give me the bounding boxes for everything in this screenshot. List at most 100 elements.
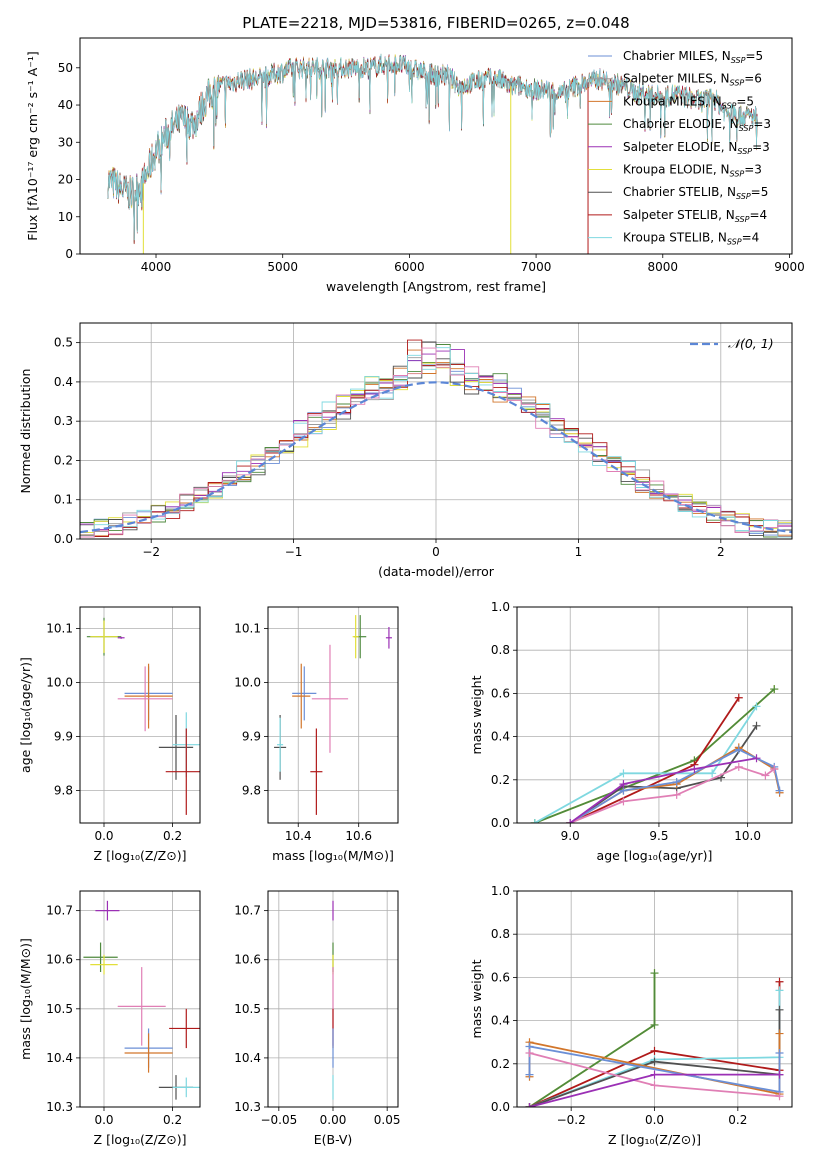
- y-tick-label: 0.4: [54, 375, 73, 389]
- y-tick-label: 0.0: [491, 1100, 510, 1114]
- mass-weight-marker: [619, 780, 628, 789]
- y-tick-label: 10.4: [46, 1051, 73, 1065]
- mass-weight-marker: [650, 1070, 659, 1079]
- axes-frame: [79, 322, 793, 540]
- errorbar-point: [172, 1077, 200, 1098]
- y-tick-label: 0.6: [491, 970, 510, 984]
- mass_vs_ebv-axes: −0.05 0.00 0.05 10.3 10.4 10.5 10.6 10.7 E(B-V): [234, 890, 401, 1147]
- x-tick-label: 0.05: [374, 1113, 401, 1127]
- x-tick-label: 0.0: [94, 829, 113, 843]
- y-tick-label: 9.8: [242, 784, 261, 798]
- axes-frame: [79, 37, 793, 255]
- y-tick-label: 10.5: [234, 1002, 261, 1016]
- mass-weight-marker: [761, 771, 770, 780]
- axes-frame: [79, 606, 201, 824]
- y-tick-label: 10.0: [46, 676, 73, 690]
- x-tick-label: 10.6: [345, 829, 372, 843]
- legend-label: Kroupa ELODIE, NSSP=3: [623, 163, 762, 179]
- mass-weight-marker: [619, 769, 628, 778]
- mass-weight-marker: [770, 685, 779, 694]
- x-tick-label: 0.00: [320, 1113, 347, 1127]
- x-tick-label: 0.2: [163, 829, 182, 843]
- mass-weight-marker: [734, 762, 743, 771]
- mass-weight-marker: [690, 765, 699, 773]
- y-tick-label: 1.0: [491, 884, 510, 898]
- x-tick-label: −1: [285, 545, 303, 559]
- legend-label: Chabrier MILES, NSSP=5: [623, 49, 763, 65]
- x-tick-label: −0.05: [260, 1113, 297, 1127]
- age_vs_mass-axes: 10.4 10.6 9.8 9.9 10.0 10.1 mass [log₁₀(M/M⊙)]: [234, 606, 399, 863]
- mass-weight-marker: [650, 1046, 659, 1055]
- mass-weight-marker: [775, 1049, 784, 1057]
- y-tick-label: 10.0: [234, 676, 261, 690]
- x-axis-label: Z [log₁₀(Z/Z⊙)]: [608, 1132, 701, 1147]
- age_vs_z-plot-area: [86, 617, 200, 815]
- x-tick-label: 9.0: [561, 829, 580, 843]
- y-tick-label: 0.1: [54, 493, 73, 507]
- x-tick-label: 0.2: [163, 1113, 182, 1127]
- legend-label: Chabrier ELODIE, NSSP=3: [623, 117, 771, 133]
- errorbar-point: [352, 615, 359, 659]
- x-tick-label: 0.0: [94, 1113, 113, 1127]
- mass-weight-marker: [734, 745, 743, 754]
- mass-weight-marker: [650, 969, 659, 978]
- legend-label: Kroupa STELIB, NSSP=4: [623, 231, 759, 247]
- errorbar-point: [292, 663, 311, 729]
- x-tick-label: 0.2: [728, 1113, 747, 1127]
- errorbar-point: [117, 666, 173, 732]
- errorbar-point: [169, 1008, 200, 1049]
- mass_vs_z-axes: 0.0 0.2 10.3 10.4 10.5 10.6 10.7 Z [log₁₀(Z/Z⊙)…: [18, 890, 201, 1147]
- y-tick-label: 10.3: [234, 1100, 261, 1114]
- weight_vs_z-plot-area: [525, 969, 784, 1107]
- weight_vs_age-plot-area: [530, 685, 784, 823]
- weight_vs_age-axes: 9.0 9.5 10.0 0.0 0.2 0.4 0.6 0.8 1.0 age [log₁₀(a…: [469, 600, 793, 863]
- mass-weight-marker: [530, 819, 539, 823]
- y-tick-label: 40: [58, 98, 73, 112]
- y-tick-label: 9.9: [242, 730, 261, 744]
- y-axis-label: mass [log₁₀(M/M⊙)]: [18, 938, 33, 1060]
- mass-weight-marker: [672, 777, 681, 786]
- age_vs_z-axes: 0.0 0.2 9.8 9.9 10.0 10.1 Z [log₁₀(Z/Z⊙)] age […: [18, 606, 201, 863]
- y-tick-label: 0.0: [491, 816, 510, 830]
- y-tick-label: 50: [58, 61, 73, 75]
- y-tick-label: 0: [65, 247, 73, 261]
- y-tick-label: 9.8: [54, 784, 73, 798]
- x-tick-label: 10.0: [734, 829, 761, 843]
- errorbar-point: [385, 626, 392, 649]
- errorbar-point: [165, 728, 200, 815]
- mass-weight-marker: [775, 977, 784, 986]
- legend: 𝒩(0, 1): [690, 336, 774, 351]
- mass-weight-marker: [770, 765, 779, 773]
- mass-weight-marker: [708, 769, 717, 778]
- x-tick-label: 5000: [267, 260, 298, 274]
- y-tick-label: 10.4: [234, 1051, 261, 1065]
- mass-weight-marker: [650, 1057, 659, 1066]
- chart-title: PLATE=2218, MJD=53816, FIBERID=0265, z=0…: [242, 14, 629, 32]
- mass-weight-marker: [650, 1081, 659, 1090]
- mass-weight-line: [569, 765, 775, 823]
- age_vs_mass-plot-area: [274, 615, 392, 815]
- errorbar-point: [95, 900, 120, 921]
- y-tick-label: 1.0: [491, 600, 510, 614]
- legend-label: Salpeter STELIB, NSSP=4: [623, 208, 767, 224]
- spectrum-plot-area: [107, 53, 758, 254]
- y-tick-label: 0.8: [491, 643, 510, 657]
- mass-weight-line: [569, 725, 758, 823]
- mass-weight-line: [529, 973, 656, 1107]
- residuals-axes: −2 −1 0 1 2 0.0 0.1 0.2 0.3 0.4 0.5 (data-model)/er…: [18, 322, 793, 579]
- errorbar-point: [83, 942, 118, 972]
- y-tick-label: 0.4: [491, 1014, 510, 1028]
- axes-frame: [516, 890, 793, 1108]
- x-tick-label: 10.4: [285, 829, 312, 843]
- x-tick-label: 1: [575, 545, 583, 559]
- legend-label: 𝒩(0, 1): [728, 336, 774, 351]
- spectrum-line: [107, 53, 758, 241]
- errorbar-point: [90, 620, 118, 653]
- x-tick-label: 8000: [648, 260, 679, 274]
- x-axis-label: E(B-V): [314, 1132, 353, 1147]
- axes-frame: [267, 890, 399, 1108]
- mass-weight-marker: [525, 1049, 534, 1057]
- y-tick-label: 10.6: [46, 953, 73, 967]
- residuals-plot-area: [80, 339, 792, 539]
